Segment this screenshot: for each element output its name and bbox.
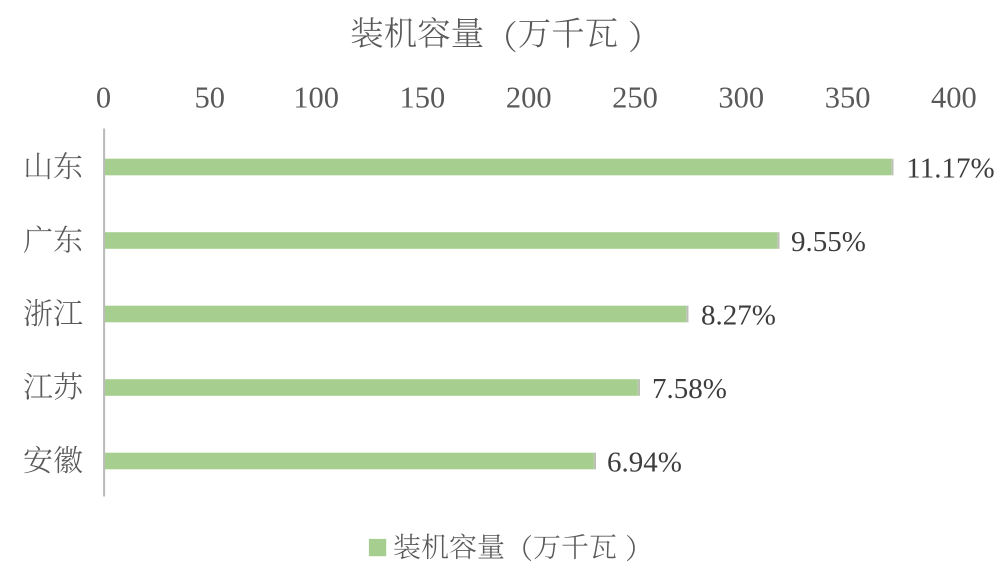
svg-text:0: 0 [96,81,111,115]
svg-text:400: 400 [931,81,977,115]
svg-text:7.58%: 7.58% [652,373,727,405]
svg-text:6.94%: 6.94% [607,446,682,478]
svg-text:300: 300 [718,81,764,115]
svg-text:350: 350 [825,81,871,115]
svg-text:250: 250 [612,81,658,115]
svg-text:200: 200 [506,81,552,115]
svg-text:100: 100 [293,81,339,115]
svg-text:150: 150 [400,81,446,115]
svg-text:8.27%: 8.27% [701,299,776,331]
svg-text:50: 50 [195,81,226,115]
svg-text:11.17%: 11.17% [906,152,994,184]
svg-text:9.55%: 9.55% [791,226,866,258]
